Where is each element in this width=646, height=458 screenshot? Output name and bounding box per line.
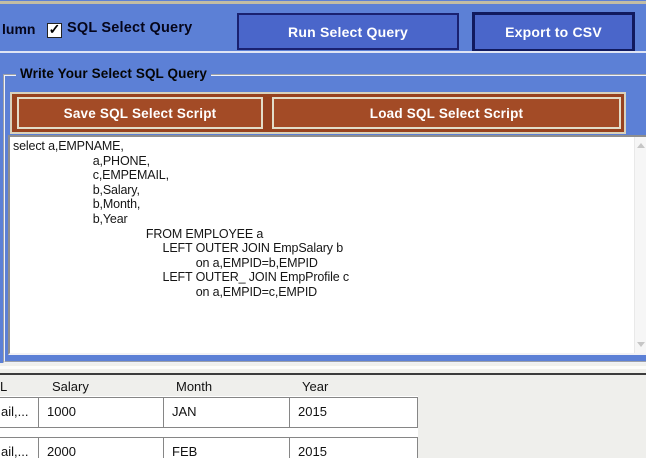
sql-query-text[interactable]: select a,EMPNAME, a,PHONE, c,EMPEMAIL, b… [13,139,349,299]
save-sql-select-script-button[interactable]: Save SQL Select Script [17,97,263,129]
scroll-down-icon[interactable] [637,342,645,347]
run-select-query-button[interactable]: Run Select Query [237,13,459,50]
grid-cell-year[interactable]: 2015 [289,437,418,458]
column-header-month[interactable]: Month [176,379,213,394]
script-button-strip: Save SQL Select Script Load SQL Select S… [10,92,626,134]
sql-select-query-checkbox-label: SQL Select Query [67,20,193,36]
load-sql-select-script-button[interactable]: Load SQL Select Script [272,97,621,129]
export-to-csv-button[interactable]: Export to CSV [472,12,635,52]
results-grid-top-border [0,373,646,375]
toolbar-divider [0,51,646,53]
grid-cell-month[interactable]: FEB [163,437,290,458]
scroll-up-icon[interactable] [637,143,645,148]
check-icon: ✓ [48,21,61,37]
results-grid: L Salary Month Year ail,... 1000 JAN 201… [0,375,646,458]
column-header-salary[interactable]: Salary [52,379,89,394]
sql-select-query-checkbox[interactable]: ✓ [47,21,62,38]
truncated-column-label: lumn [2,21,36,37]
grid-cell-month[interactable]: JAN [163,397,290,428]
panel-divider [0,363,646,373]
grid-cell-email[interactable]: ail,... [0,397,39,428]
write-query-groupbox: Write Your Select SQL Query [3,66,646,363]
grid-cell-salary[interactable]: 1000 [38,397,164,428]
groupbox-title: Write Your Select SQL Query [16,66,212,81]
grid-cell-year[interactable]: 2015 [289,397,418,428]
top-edge-strip [0,1,646,4]
grid-cell-salary[interactable]: 2000 [38,437,164,458]
sql-query-editor[interactable]: select a,EMPNAME, a,PHONE, c,EMPEMAIL, b… [8,135,646,355]
grid-cell-email[interactable]: ail,... [0,437,39,458]
column-header-year[interactable]: Year [302,379,329,394]
column-header-truncated[interactable]: L [0,379,8,394]
editor-scrollbar[interactable] [634,137,646,353]
